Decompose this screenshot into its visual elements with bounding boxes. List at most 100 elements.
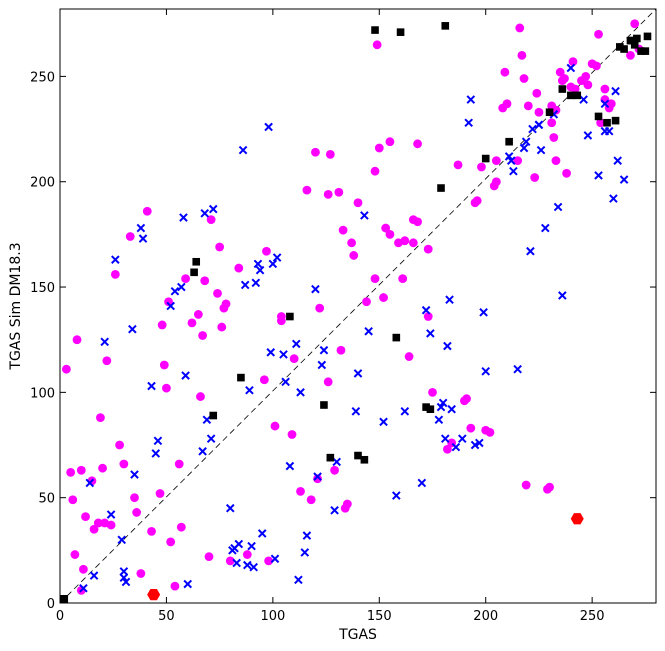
data-point xyxy=(523,101,533,111)
data-point xyxy=(536,145,546,155)
data-point xyxy=(485,427,495,437)
data-point xyxy=(204,552,214,562)
data-point xyxy=(530,173,540,182)
data-point xyxy=(242,550,252,559)
data-point xyxy=(396,28,405,36)
data-point xyxy=(464,118,473,128)
data-point xyxy=(166,537,176,547)
data-point xyxy=(306,495,316,505)
data-point xyxy=(330,506,339,515)
data-point xyxy=(445,295,454,304)
plot-frame xyxy=(59,8,657,604)
data-point xyxy=(130,493,139,503)
x-axis-title: TGAS xyxy=(338,627,377,643)
data-point xyxy=(238,145,248,155)
data-point xyxy=(351,407,361,416)
data-point xyxy=(353,369,363,378)
data-point xyxy=(528,124,537,134)
data-point xyxy=(553,202,563,212)
data-point xyxy=(100,337,110,347)
data-point xyxy=(198,331,208,340)
data-point xyxy=(164,297,173,307)
data-point xyxy=(392,333,401,342)
data-point xyxy=(281,377,290,387)
data-point xyxy=(400,407,410,416)
data-point xyxy=(545,108,554,117)
data-point xyxy=(177,282,186,292)
data-point xyxy=(121,577,131,587)
data-point xyxy=(385,229,395,239)
data-point xyxy=(170,581,180,591)
data-point xyxy=(320,401,328,409)
data-point xyxy=(417,478,427,488)
data-point xyxy=(466,423,476,433)
data-point xyxy=(213,288,222,298)
data-point xyxy=(119,567,129,576)
data-point xyxy=(379,293,388,302)
data-point xyxy=(174,459,184,469)
data-point xyxy=(193,310,203,319)
data-point xyxy=(567,91,575,100)
data-point xyxy=(566,63,576,73)
data-point xyxy=(453,160,463,170)
data-point xyxy=(208,204,218,214)
data-point xyxy=(426,329,435,338)
data-point xyxy=(215,242,225,252)
data-point xyxy=(338,225,348,235)
data-point xyxy=(334,187,344,197)
data-point xyxy=(545,482,554,492)
data-point xyxy=(513,364,522,374)
y-tick-label: 250 xyxy=(30,70,55,85)
data-point xyxy=(286,312,294,321)
data-point xyxy=(555,67,565,77)
data-point xyxy=(372,40,382,50)
data-point xyxy=(110,270,120,279)
data-point xyxy=(255,265,265,275)
data-point xyxy=(532,88,542,98)
data-point xyxy=(379,417,388,427)
y-tick-label: 100 xyxy=(30,386,55,401)
data-point xyxy=(234,263,244,273)
data-point xyxy=(422,403,430,411)
data-point xyxy=(325,149,335,159)
data-point xyxy=(130,470,139,479)
data-point xyxy=(289,354,299,364)
data-point xyxy=(370,166,380,176)
data-point xyxy=(81,512,90,522)
y-axis-title: TGAS Sim DM18.3 xyxy=(8,242,24,370)
data-point xyxy=(98,463,107,473)
data-point xyxy=(272,253,282,262)
data-point xyxy=(294,575,303,585)
data-point xyxy=(153,436,163,446)
data-point xyxy=(611,86,620,96)
series-circle xyxy=(61,19,644,595)
data-point xyxy=(76,465,86,475)
data-point xyxy=(296,486,305,496)
data-point xyxy=(502,99,512,109)
data-point xyxy=(198,447,207,456)
data-point xyxy=(603,118,611,127)
data-point xyxy=(247,541,256,551)
data-point xyxy=(313,472,322,481)
data-point xyxy=(604,126,614,136)
data-point xyxy=(270,554,280,564)
data-point xyxy=(581,72,591,81)
data-point xyxy=(166,301,175,311)
data-point xyxy=(470,440,480,450)
data-point xyxy=(206,434,216,444)
data-point xyxy=(159,360,169,370)
data-point xyxy=(119,573,129,583)
data-point xyxy=(270,421,280,431)
data-point xyxy=(245,385,254,395)
data-point xyxy=(319,345,329,355)
data-point xyxy=(187,318,197,328)
data-point xyxy=(400,236,410,246)
data-point xyxy=(362,297,371,307)
data-point xyxy=(392,491,401,500)
data-point xyxy=(353,198,363,208)
data-point xyxy=(147,588,161,601)
data-point xyxy=(268,259,278,269)
data-point xyxy=(200,209,210,218)
data-point xyxy=(600,84,610,94)
data-point xyxy=(264,556,273,566)
